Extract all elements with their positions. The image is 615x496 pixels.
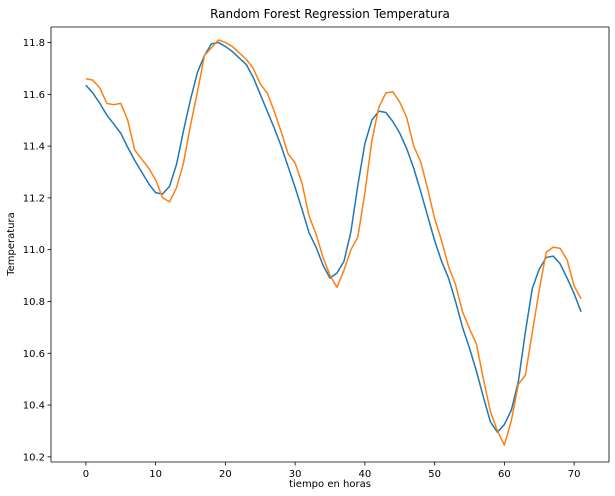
x-tick-label: 60 <box>498 469 511 480</box>
y-tick-label: 11.4 <box>23 142 45 153</box>
y-tick-label: 10.6 <box>23 349 45 360</box>
axes-frame <box>50 26 610 463</box>
x-tick-label: 30 <box>289 469 302 480</box>
y-tick-label: 10.4 <box>23 401 45 412</box>
x-axis-label: tiempo en horas <box>289 479 371 490</box>
y-tick-label: 11.0 <box>23 245 45 256</box>
x-tick-label: 40 <box>359 469 372 480</box>
x-tick-label: 20 <box>219 469 232 480</box>
chart-title: Random Forest Regression Temperatura <box>210 7 450 21</box>
y-axis-label: Temperatura <box>6 212 17 277</box>
y-tick-label: 11.2 <box>23 193 45 204</box>
y-tick-label: 11.6 <box>23 90 45 101</box>
series-line-1 <box>85 41 582 433</box>
x-tick-label: 50 <box>428 469 441 480</box>
x-axis-ticks: 0 10 20 30 40 50 60 70 <box>83 462 581 480</box>
y-axis-ticks: 10.2 10.4 10.6 10.8 11.0 11.2 11.4 11.6 11.8 <box>23 38 51 463</box>
x-tick-label: 0 <box>83 469 89 480</box>
plot-area <box>51 27 609 462</box>
series-line-2 <box>85 39 582 446</box>
y-tick-label: 11.8 <box>23 38 45 49</box>
y-tick-label: 10.8 <box>23 297 45 308</box>
series-layer <box>85 39 582 446</box>
y-tick-label: 10.2 <box>23 452 45 463</box>
x-tick-label: 70 <box>568 469 581 480</box>
x-tick-label: 10 <box>149 469 162 480</box>
